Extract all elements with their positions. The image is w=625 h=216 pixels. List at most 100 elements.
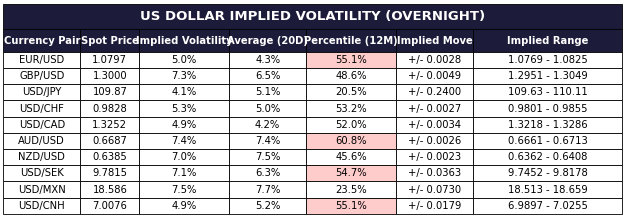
Text: +/- 0.0730: +/- 0.0730	[408, 184, 461, 195]
Text: +/- 0.0023: +/- 0.0023	[408, 152, 461, 162]
Text: 7.4%: 7.4%	[255, 136, 280, 146]
Text: Currency Pair: Currency Pair	[4, 35, 80, 46]
Text: 48.6%: 48.6%	[336, 71, 367, 81]
Text: 4.1%: 4.1%	[171, 87, 197, 97]
Text: USD/JPY: USD/JPY	[22, 87, 61, 97]
Text: 1.2951 - 1.3049: 1.2951 - 1.3049	[508, 71, 588, 81]
Bar	[229, 100, 306, 117]
Text: 1.3218 - 1.3286: 1.3218 - 1.3286	[508, 120, 588, 130]
Bar	[139, 100, 229, 117]
Text: 1.3252: 1.3252	[92, 120, 128, 130]
Bar	[229, 149, 306, 165]
Text: 6.9897 - 7.0255: 6.9897 - 7.0255	[508, 201, 588, 211]
Text: 109.63 - 110.11: 109.63 - 110.11	[508, 87, 588, 97]
Bar	[229, 198, 306, 214]
Bar	[139, 117, 229, 133]
Bar	[396, 165, 473, 181]
Text: US DOLLAR IMPLIED VOLATILITY (OVERNIGHT): US DOLLAR IMPLIED VOLATILITY (OVERNIGHT)	[140, 10, 485, 23]
Bar	[229, 165, 306, 181]
Text: 53.2%: 53.2%	[336, 103, 367, 114]
Bar	[229, 133, 306, 149]
Bar	[396, 29, 473, 52]
Text: 52.0%: 52.0%	[336, 120, 367, 130]
Text: NZD/USD: NZD/USD	[18, 152, 65, 162]
Bar	[473, 100, 622, 117]
Bar	[473, 68, 622, 84]
Text: 5.2%: 5.2%	[255, 201, 281, 211]
Text: GBP/USD: GBP/USD	[19, 71, 64, 81]
Bar	[306, 52, 396, 68]
Bar	[81, 149, 139, 165]
Text: AUD/USD: AUD/USD	[18, 136, 65, 146]
Bar	[81, 68, 139, 84]
Bar	[396, 84, 473, 100]
Text: 7.1%: 7.1%	[171, 168, 197, 178]
Text: 7.7%: 7.7%	[255, 184, 281, 195]
Bar	[3, 52, 81, 68]
Bar	[473, 52, 622, 68]
Bar	[396, 133, 473, 149]
Bar	[139, 198, 229, 214]
Text: 18.586: 18.586	[92, 184, 128, 195]
Text: 18.513 - 18.659: 18.513 - 18.659	[508, 184, 588, 195]
Text: 0.6661 - 0.6713: 0.6661 - 0.6713	[508, 136, 588, 146]
Text: 0.6362 - 0.6408: 0.6362 - 0.6408	[508, 152, 588, 162]
Text: 4.9%: 4.9%	[171, 201, 197, 211]
Bar	[396, 100, 473, 117]
Text: Implied Volatility: Implied Volatility	[136, 35, 232, 46]
Bar	[306, 68, 396, 84]
Bar	[229, 68, 306, 84]
Text: 5.0%: 5.0%	[171, 55, 197, 65]
Bar	[139, 29, 229, 52]
Bar	[306, 117, 396, 133]
Text: Implied Move: Implied Move	[397, 35, 472, 46]
Text: EUR/USD: EUR/USD	[19, 55, 64, 65]
Bar	[139, 52, 229, 68]
Text: +/- 0.0027: +/- 0.0027	[408, 103, 461, 114]
Text: 1.0797: 1.0797	[92, 55, 128, 65]
Text: 5.3%: 5.3%	[171, 103, 197, 114]
Bar	[139, 84, 229, 100]
Bar	[139, 68, 229, 84]
Text: 5.0%: 5.0%	[255, 103, 280, 114]
Text: 4.9%: 4.9%	[171, 120, 197, 130]
Text: 4.2%: 4.2%	[255, 120, 280, 130]
Bar	[3, 68, 81, 84]
Text: 7.5%: 7.5%	[171, 184, 197, 195]
Bar	[3, 84, 81, 100]
Text: 55.1%: 55.1%	[335, 201, 367, 211]
Text: 55.1%: 55.1%	[335, 55, 367, 65]
Text: 1.3000: 1.3000	[92, 71, 127, 81]
Bar	[473, 117, 622, 133]
Text: +/- 0.0363: +/- 0.0363	[408, 168, 461, 178]
Text: +/- 0.0179: +/- 0.0179	[408, 201, 461, 211]
Text: 0.6687: 0.6687	[92, 136, 128, 146]
Text: 4.3%: 4.3%	[255, 55, 280, 65]
Bar	[81, 84, 139, 100]
Bar	[229, 117, 306, 133]
Text: Percentile (12M): Percentile (12M)	[304, 35, 398, 46]
Bar	[306, 165, 396, 181]
Text: USD/CHF: USD/CHF	[19, 103, 64, 114]
Bar	[396, 52, 473, 68]
Text: 45.6%: 45.6%	[336, 152, 367, 162]
Text: 0.9801 - 0.9855: 0.9801 - 0.9855	[508, 103, 588, 114]
Text: Average (20D): Average (20D)	[228, 35, 308, 46]
Bar	[473, 165, 622, 181]
Bar	[229, 52, 306, 68]
Text: USD/CNH: USD/CNH	[19, 201, 65, 211]
Text: 23.5%: 23.5%	[336, 184, 367, 195]
Text: +/- 0.0026: +/- 0.0026	[408, 136, 461, 146]
Bar	[396, 68, 473, 84]
Text: USD/MXN: USD/MXN	[18, 184, 66, 195]
Text: 5.1%: 5.1%	[255, 87, 281, 97]
Bar	[306, 181, 396, 198]
Text: +/- 0.0028: +/- 0.0028	[408, 55, 461, 65]
Bar	[139, 181, 229, 198]
Bar	[3, 181, 81, 198]
Text: +/- 0.0049: +/- 0.0049	[408, 71, 461, 81]
Bar	[81, 52, 139, 68]
Bar	[3, 149, 81, 165]
Text: Implied Range: Implied Range	[507, 35, 588, 46]
Bar	[139, 149, 229, 165]
